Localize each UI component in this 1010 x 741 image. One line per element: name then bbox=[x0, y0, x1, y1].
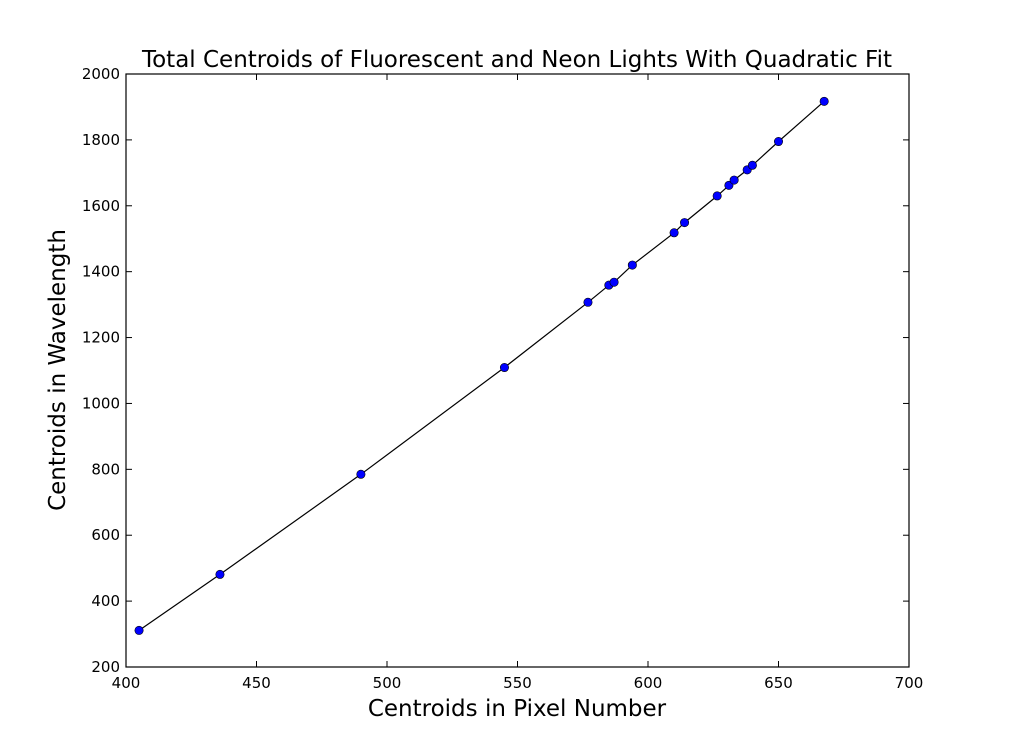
x-tick-label: 500 bbox=[373, 674, 402, 692]
data-point bbox=[134, 625, 144, 635]
x-tick-label: 600 bbox=[634, 674, 663, 692]
y-tick-label: 600 bbox=[91, 526, 120, 544]
chart-title: Total Centroids of Fluorescent and Neon … bbox=[141, 47, 892, 73]
y-tick-label: 1400 bbox=[82, 263, 120, 281]
plot-area bbox=[134, 96, 829, 635]
y-tick-label: 400 bbox=[91, 592, 120, 610]
data-point bbox=[680, 218, 690, 228]
x-tick-label: 550 bbox=[503, 674, 532, 692]
y-tick-label: 2000 bbox=[82, 65, 120, 83]
data-point bbox=[356, 469, 366, 479]
data-point bbox=[819, 96, 829, 106]
x-tick-label: 700 bbox=[895, 674, 924, 692]
y-tick-label: 200 bbox=[91, 658, 120, 676]
data-point bbox=[583, 297, 593, 307]
y-axis-label: Centroids in Wavelength bbox=[45, 229, 71, 511]
x-tick-label: 400 bbox=[112, 674, 141, 692]
data-point bbox=[747, 160, 757, 170]
axis-ticks: 400 450 500 550 600 650 7002004006008001000120… bbox=[82, 65, 924, 692]
data-point bbox=[609, 277, 619, 287]
y-tick-label: 800 bbox=[91, 460, 120, 478]
data-point bbox=[627, 260, 637, 270]
y-tick-label: 1600 bbox=[82, 197, 120, 215]
data-point bbox=[669, 228, 679, 238]
y-tick-label: 1200 bbox=[82, 329, 120, 347]
x-tick-label: 450 bbox=[242, 674, 271, 692]
data-point bbox=[729, 175, 739, 185]
data-point bbox=[499, 363, 509, 373]
x-axis-label: Centroids in Pixel Number bbox=[368, 696, 667, 722]
x-tick-label: 650 bbox=[764, 674, 793, 692]
fit-line bbox=[138, 100, 825, 631]
y-tick-label: 1000 bbox=[82, 394, 120, 412]
data-point bbox=[712, 191, 722, 201]
y-tick-label: 1800 bbox=[82, 131, 120, 149]
data-point bbox=[215, 569, 225, 579]
plot-frame bbox=[125, 73, 910, 668]
data-point bbox=[773, 137, 783, 147]
